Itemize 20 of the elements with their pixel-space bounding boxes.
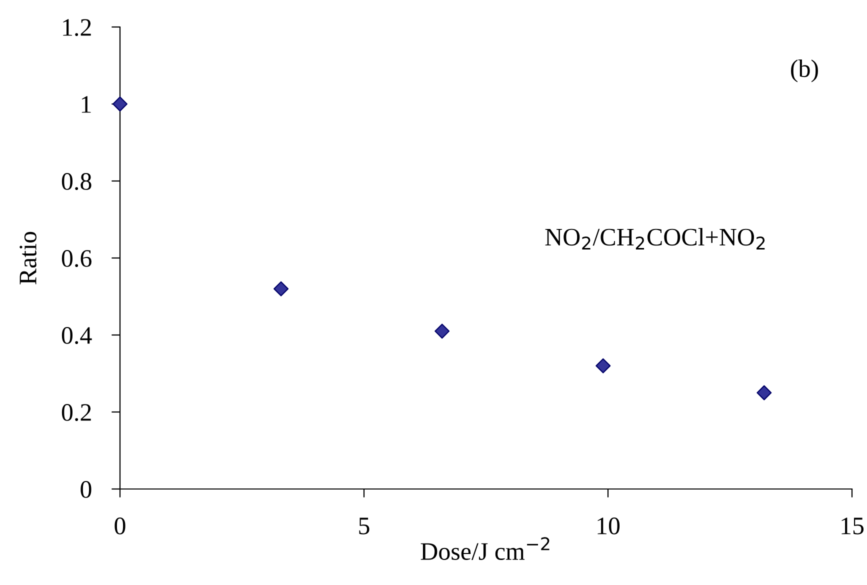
x-tick-label: 5 (359, 518, 370, 534)
x-axis-title: Dose/J cm$^{−2}$ (420, 537, 550, 560)
annotation: (b) (791, 60, 818, 82)
annotation: NO$_{2}$/CH$_{2}$COCl+NO$_{2}$ (545, 228, 765, 250)
x-tick-label: 0 (114, 518, 126, 534)
y-tick-label: 1 (82, 96, 91, 113)
y-tick-label: 0.4 (62, 327, 92, 344)
x-tick-label: 10 (598, 518, 620, 534)
x-tick-label: 15 (842, 518, 864, 534)
y-tick-label: 1.2 (63, 19, 91, 36)
point (596, 358, 611, 374)
y-tick-label: 0.6 (62, 250, 92, 268)
y-tick-label: 0.8 (62, 173, 92, 190)
point (112, 96, 128, 112)
y-tick-label: 0 (80, 481, 92, 498)
point (274, 281, 289, 296)
point (434, 324, 450, 339)
y-axis-title: Ratio (20, 232, 36, 284)
y-tick-label: 0.2 (62, 404, 91, 422)
point (756, 385, 772, 400)
